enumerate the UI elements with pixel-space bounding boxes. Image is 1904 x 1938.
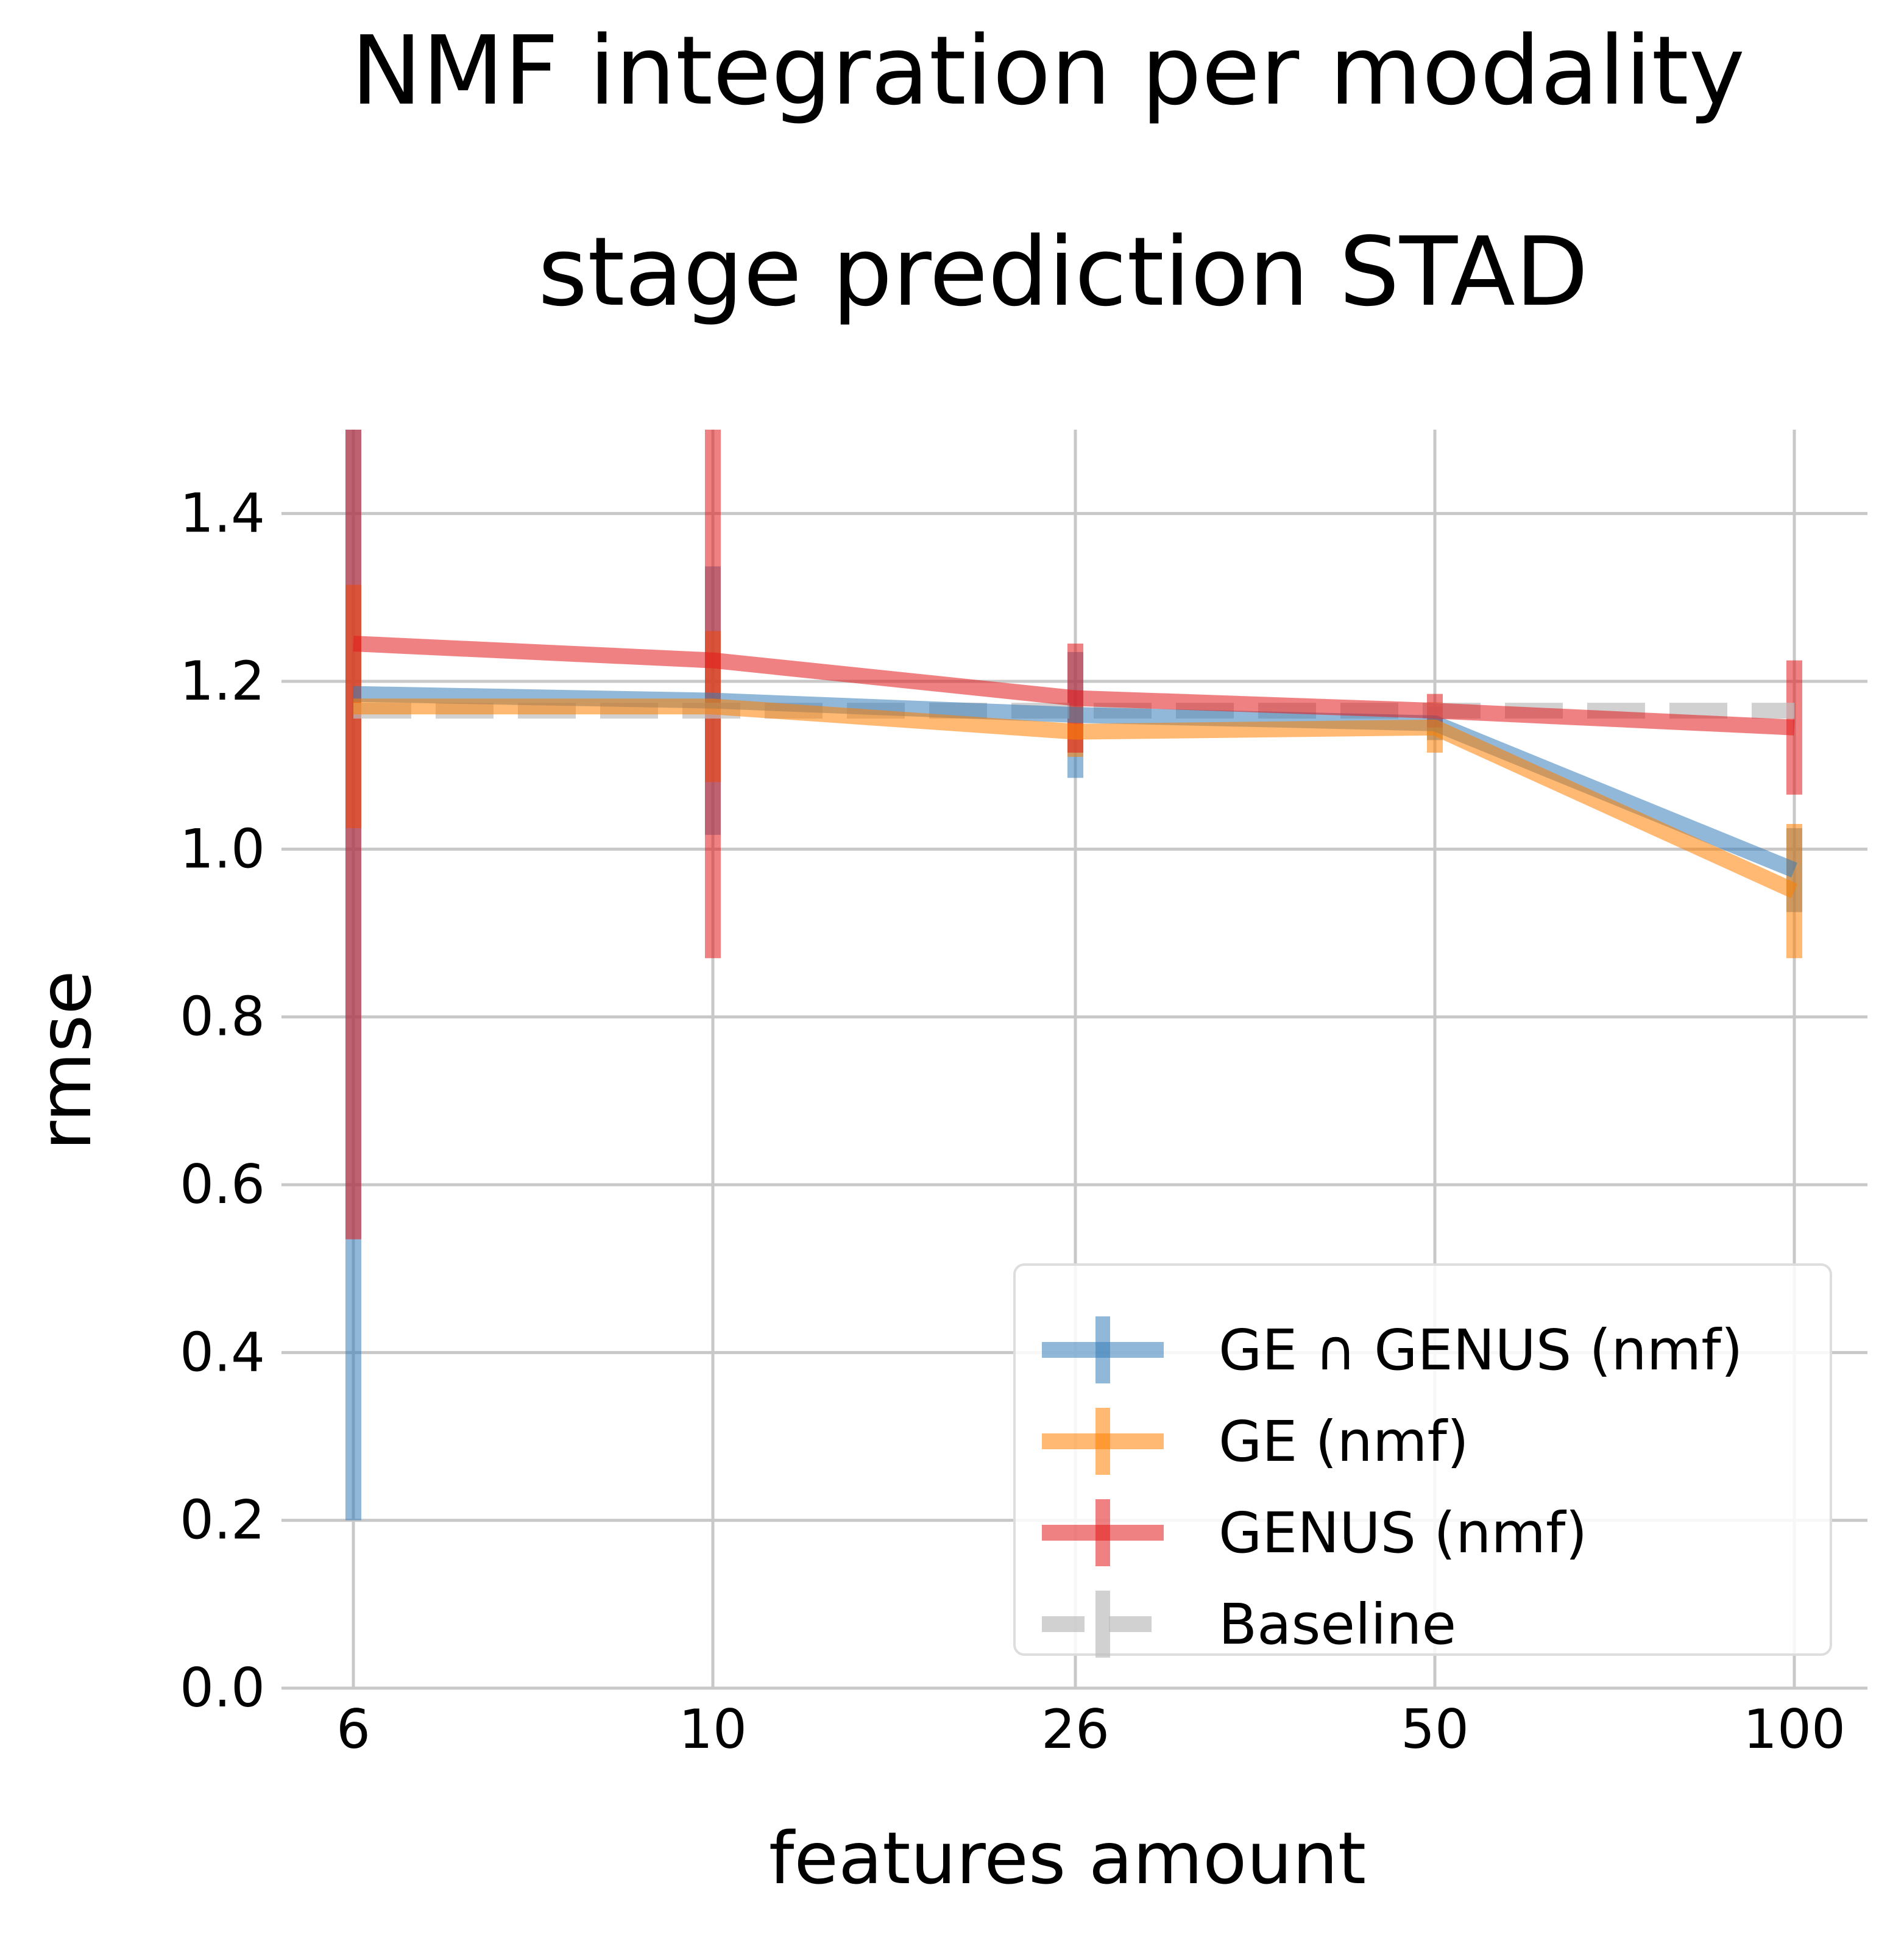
y-tick-label: 0.4 [180, 1321, 265, 1383]
x-tick-label: 26 [1041, 1698, 1109, 1761]
x-tick-label: 6 [336, 1698, 370, 1761]
chart-subtitle: stage prediction STAD [538, 216, 1588, 327]
y-tick-label: 1.2 [180, 650, 265, 712]
legend-label: GE ∩ GENUS (nmf) [1219, 1318, 1743, 1383]
legend: GE ∩ GENUS (nmf) GE (nmf) GENUS (nmf) Basel… [1013, 1263, 1832, 1658]
tick-labels: 6 10 26 50 100 0.0 0.2 0.4 0.6 0.8 1.0 1.2 1.4 [180, 482, 1846, 1761]
x-axis-label: features amount [769, 1816, 1366, 1900]
series-line [353, 698, 1798, 898]
y-tick-label: 0.0 [180, 1656, 265, 1719]
x-tick-label: 10 [679, 1698, 747, 1761]
series-line [353, 686, 1797, 878]
x-tick-label: 50 [1401, 1698, 1469, 1761]
legend-label: Baseline [1219, 1592, 1456, 1657]
chart-title: NMF integration per modality [351, 15, 1745, 126]
y-tick-label: 0.8 [180, 985, 265, 1048]
series-lines [353, 636, 1798, 898]
y-tick-label: 1.4 [180, 482, 265, 545]
legend-box [1013, 1263, 1832, 1656]
legend-label: GE (nmf) [1219, 1409, 1469, 1474]
legend-label: GENUS (nmf) [1219, 1500, 1587, 1566]
y-tick-label: 1.0 [180, 817, 265, 880]
y-tick-label: 0.6 [180, 1153, 265, 1216]
y-axis-label: rmse [23, 970, 107, 1150]
x-tick-label: 100 [1743, 1698, 1846, 1761]
series-line [353, 636, 1795, 736]
y-tick-label: 0.2 [180, 1489, 265, 1552]
